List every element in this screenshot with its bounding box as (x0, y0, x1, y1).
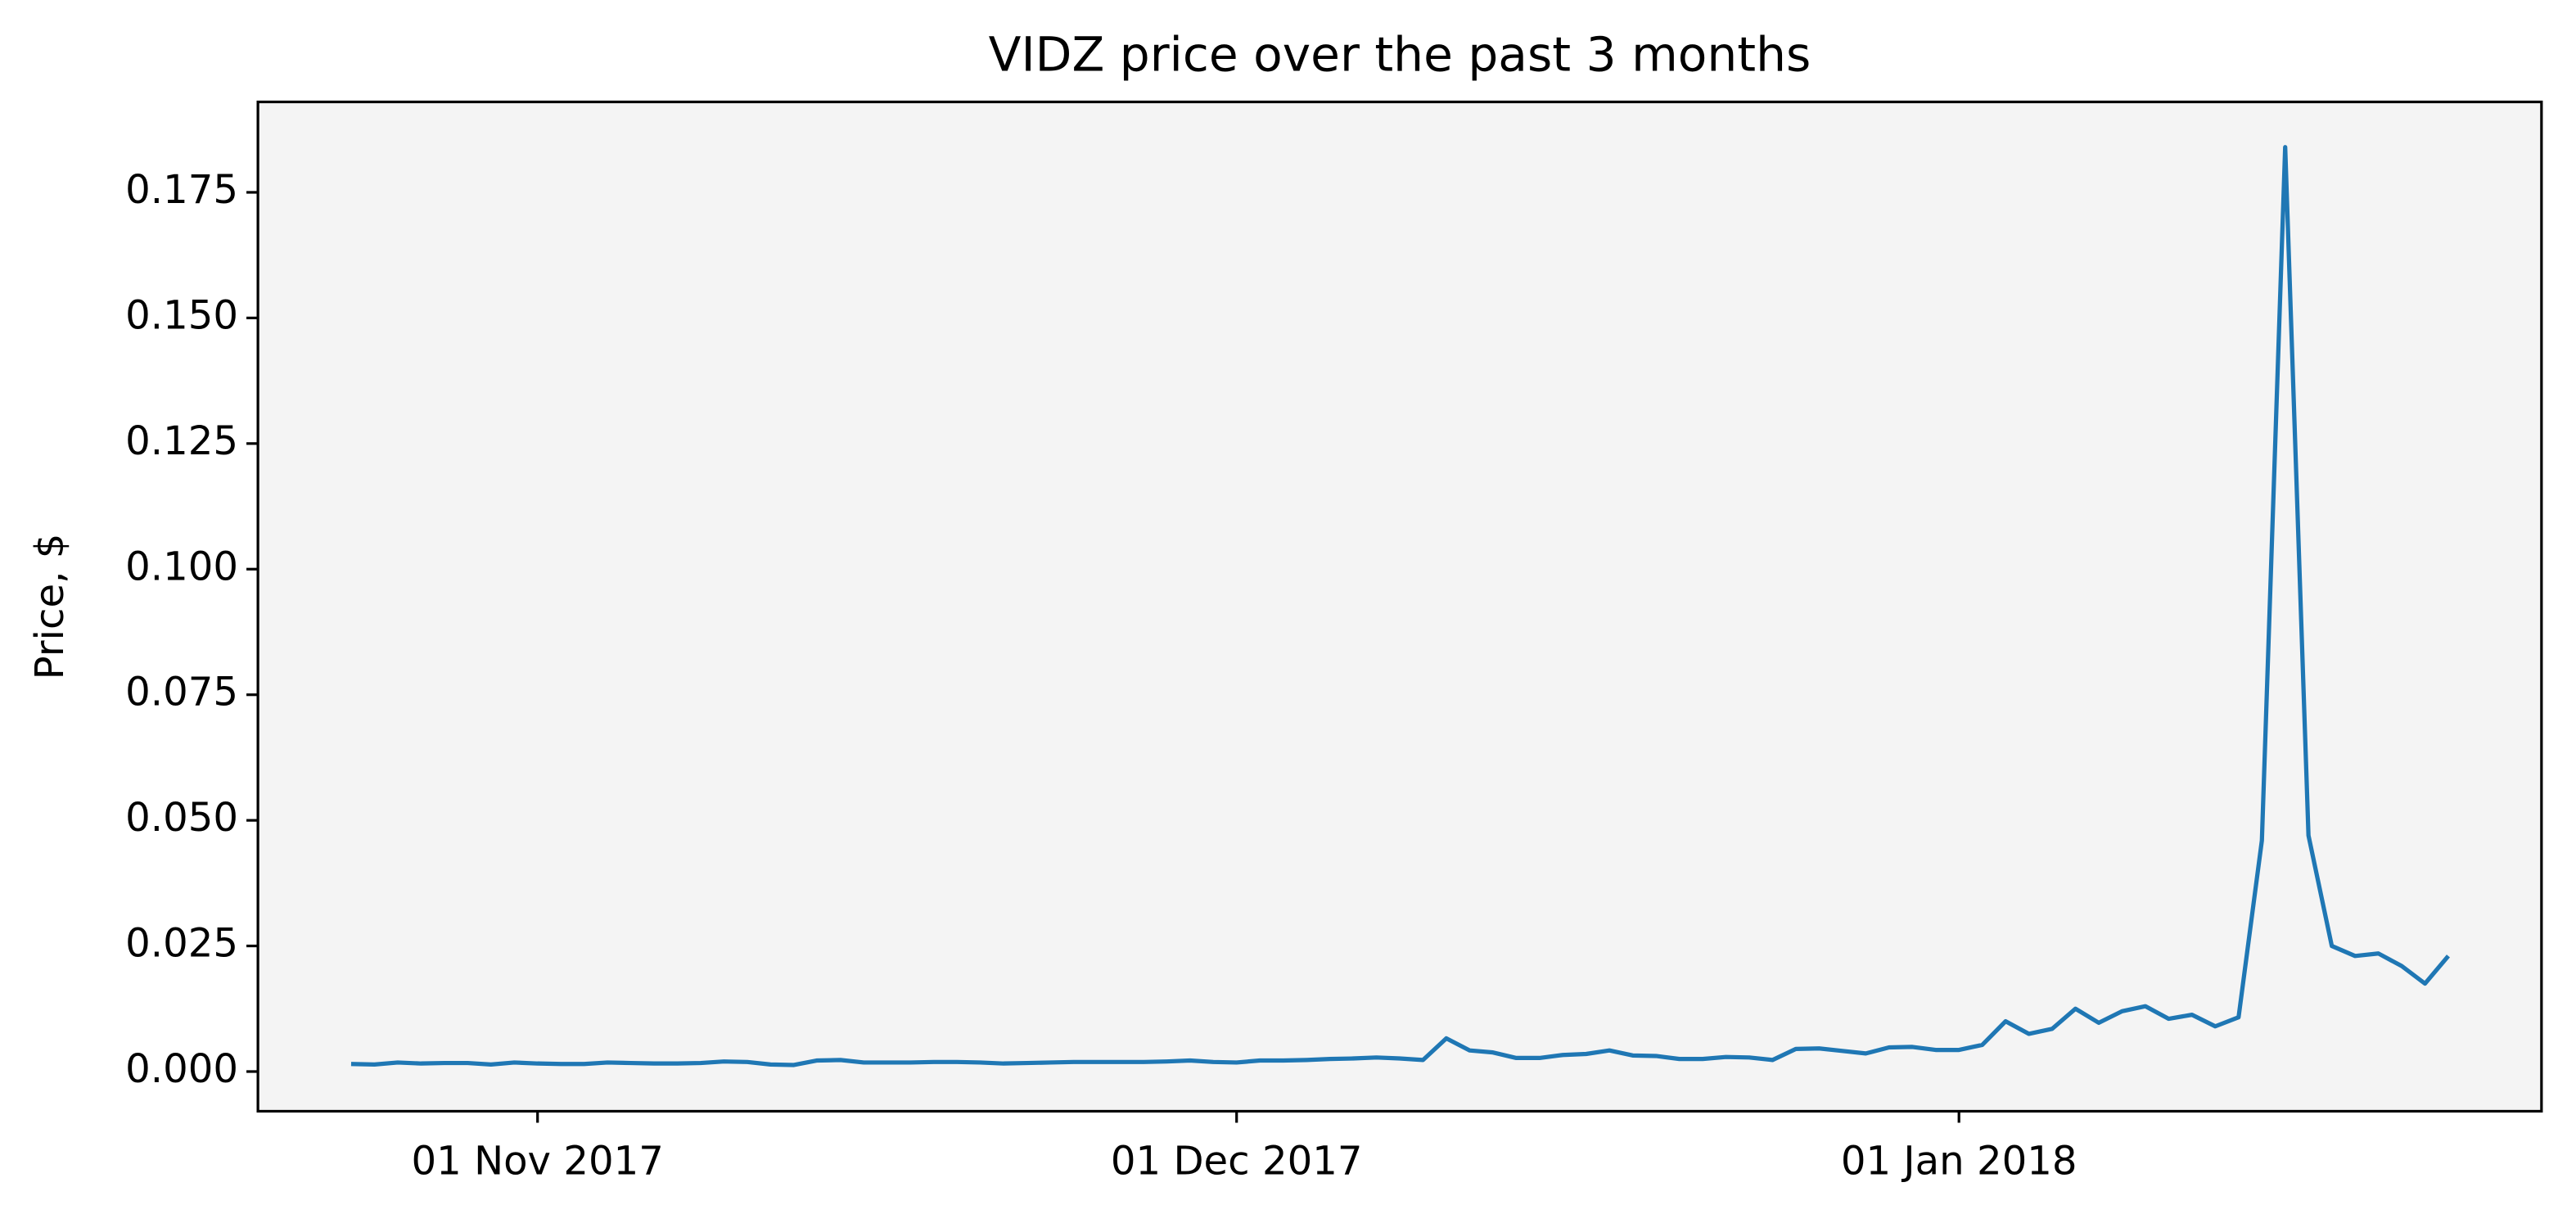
price-line (350, 145, 2450, 1067)
y-axis-label: Price, $ (27, 534, 73, 680)
y-tick-label: 0.075 (125, 670, 238, 715)
x-tick-label: 01 Jan 2018 (1841, 1139, 2077, 1185)
y-tick-label: 0.025 (125, 921, 238, 967)
plot-area (258, 102, 2542, 1112)
y-tick-label: 0.125 (125, 418, 238, 464)
x-tick-label: 01 Nov 2017 (411, 1139, 663, 1185)
y-tick-label: 0.000 (125, 1046, 238, 1092)
y-tick-label: 0.150 (125, 292, 238, 338)
y-tick-label: 0.050 (125, 795, 238, 841)
y-tick-label: 0.100 (125, 544, 238, 589)
y-tick-label: 0.175 (125, 167, 238, 213)
chart-title: VIDZ price over the past 3 months (989, 26, 1811, 82)
plot-frame (256, 100, 2543, 1113)
x-tick-label: 01 Dec 2017 (1111, 1139, 1363, 1185)
